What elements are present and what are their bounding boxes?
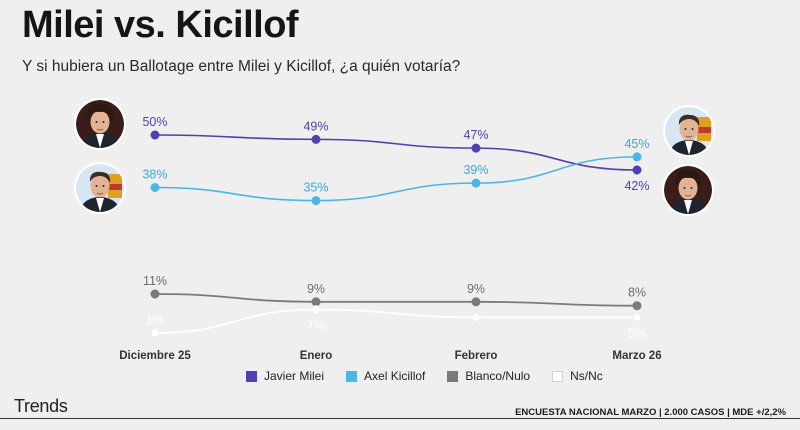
data-point-milei (632, 165, 642, 175)
chart-legend: Javier Milei Axel Kicillof Blanco/Nulo N… (246, 369, 603, 383)
kicillof-avatar-right-icon (663, 105, 715, 157)
data-label-kicillof: 35% (303, 181, 328, 195)
data-label-milei: 49% (303, 119, 328, 133)
data-point-blanco (311, 297, 321, 307)
data-label-milei: 42% (624, 179, 649, 193)
milei-avatar-icon (74, 98, 126, 150)
milei-avatar-icon-shirt (96, 134, 104, 148)
milei-avatar-icon-hair (86, 103, 114, 122)
kicillof-avatar-right-icon-shirt (685, 141, 693, 155)
legend-label-blanco: Blanco/Nulo (465, 369, 531, 383)
kicillof-avatar-icon-flag-stripe (108, 184, 122, 190)
series-line-kicillof (154, 156, 638, 202)
source-note: ENCUESTA NACIONAL MARZO | 2.000 CASOS | … (511, 407, 786, 418)
milei-avatar-right-icon-shirt (684, 200, 692, 214)
data-label-blanco: 8% (628, 286, 646, 300)
footer-rule (0, 418, 800, 419)
legend-item-nsnc: Ns/Nc (552, 369, 603, 383)
x-tick-label: Diciembre 25 (119, 350, 191, 362)
milei-avatar-icon-face (90, 110, 110, 134)
series-line-milei (154, 134, 638, 171)
x-tick-label: Enero (300, 350, 333, 362)
milei-avatar-right-icon-eye-left (683, 187, 686, 189)
milei-avatar-right-icon (662, 164, 714, 216)
kicillof-avatar-right-icon-mouth (685, 135, 693, 138)
milei-avatar-right-icon-portrait (664, 166, 712, 214)
data-point-milei (311, 134, 321, 144)
data-point-nsnc (311, 305, 321, 315)
data-point-kicillof (471, 178, 481, 188)
data-label-blanco: 9% (467, 282, 485, 296)
brand-logo: Trends (14, 396, 68, 416)
kicillof-avatar-right-icon-face (679, 117, 699, 141)
series-line-nsnc (154, 308, 637, 334)
kicillof-avatar-icon-face (90, 174, 110, 198)
data-label-kicillof: 39% (463, 163, 488, 177)
data-label-nsnc: 5% (628, 326, 646, 340)
milei-avatar-icon-eye-left (95, 121, 98, 123)
milei-avatar-right-icon-hair (674, 169, 702, 188)
data-point-nsnc (632, 312, 642, 322)
data-point-milei (150, 130, 160, 140)
data-label-nsnc: 7% (307, 319, 325, 333)
milei-avatar-icon-eye-right (102, 121, 105, 123)
data-point-blanco (632, 301, 642, 311)
data-label-kicillof: 38% (142, 168, 167, 182)
kicillof-avatar-icon-eye-right (102, 185, 105, 187)
page-title: Milei vs. Kicillof (22, 4, 299, 46)
data-point-kicillof (150, 183, 160, 193)
kicillof-avatar-icon-hair (89, 171, 111, 183)
kicillof-avatar-icon-shirt (96, 198, 104, 212)
data-label-nsnc: 1% (146, 313, 164, 327)
milei-avatar-icon-mouth (96, 128, 104, 131)
kicillof-avatar-icon-mouth (96, 192, 104, 195)
data-point-blanco (471, 297, 481, 307)
data-point-nsnc (150, 328, 160, 338)
legend-item-kicillof: Axel Kicillof (346, 369, 425, 383)
data-label-kicillof: 45% (624, 137, 649, 151)
legend-swatch-milei (246, 370, 257, 382)
data-point-kicillof (632, 152, 642, 162)
kicillof-avatar-right-icon-hair (678, 114, 700, 126)
milei-avatar-icon-portrait (76, 100, 124, 148)
legend-label-kicillof: Axel Kicillof (364, 369, 426, 383)
kicillof-avatar-right-icon-portrait (665, 107, 713, 155)
legend-swatch-blanco (447, 370, 459, 382)
legend-item-blanco: Blanco/Nulo (447, 369, 530, 383)
legend-label-milei: Javier Milei (264, 369, 325, 383)
data-point-kicillof (311, 196, 321, 206)
legend-item-milei: Javier Milei (246, 369, 324, 383)
kicillof-avatar-right-icon-eye-right (691, 128, 694, 130)
data-label-blanco: 9% (307, 282, 325, 296)
data-point-milei (471, 143, 481, 153)
legend-swatch-nsnc (552, 370, 564, 382)
data-point-blanco (150, 289, 160, 299)
x-tick-label: Febrero (455, 350, 498, 362)
data-label-blanco: 11% (143, 274, 167, 288)
legend-swatch-kicillof (346, 370, 358, 382)
data-point-nsnc (471, 312, 481, 322)
chart-subtitle: Y si hubiera un Ballotage entre Milei y … (22, 58, 461, 75)
data-label-milei: 50% (142, 115, 167, 129)
legend-label-nsnc: Ns/Nc (570, 369, 603, 383)
milei-avatar-right-icon-eye-right (690, 187, 693, 189)
kicillof-avatar-right-icon-flag-stripe (697, 127, 711, 133)
kicillof-avatar-icon-eye-left (95, 185, 98, 187)
data-label-milei: 47% (463, 128, 488, 142)
milei-avatar-right-icon-face (678, 176, 698, 200)
kicillof-avatar-icon (74, 162, 126, 214)
x-tick-label: Marzo 26 (612, 350, 661, 362)
milei-avatar-right-icon-mouth (684, 194, 692, 197)
series-line-blanco (154, 293, 638, 307)
kicillof-avatar-icon-portrait (76, 164, 124, 212)
kicillof-avatar-right-icon-eye-left (684, 128, 687, 130)
